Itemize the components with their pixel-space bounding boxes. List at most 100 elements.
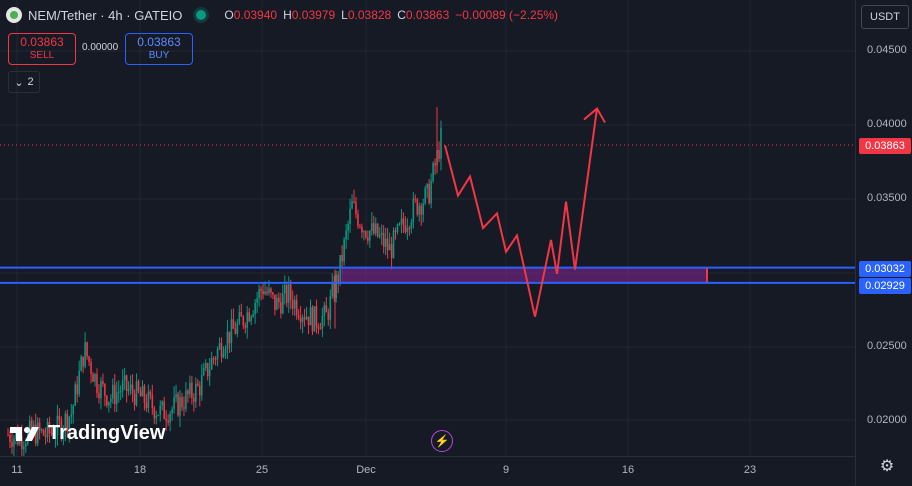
x-tick: 11 <box>11 464 23 476</box>
candle-body <box>68 416 71 431</box>
candle-body <box>86 342 88 357</box>
x-tick: 25 <box>255 464 269 476</box>
candle-body <box>343 239 345 262</box>
candle-body <box>104 384 106 396</box>
candle-body <box>337 274 339 283</box>
ohlc-values: O0.03940 H0.03979 L0.03828 C0.03863 −0.0… <box>224 8 559 22</box>
y-tick: 0.02000 <box>867 414 907 426</box>
candle-body <box>266 291 268 294</box>
candle-body <box>434 163 436 166</box>
candle-body <box>426 183 428 189</box>
candle-body <box>133 393 136 405</box>
gear-icon[interactable]: ⚙ <box>879 458 895 475</box>
candle-body <box>157 415 160 417</box>
chevron-down-icon: ⌄ <box>14 76 24 89</box>
candle-body <box>244 325 247 328</box>
candle-body <box>428 183 430 204</box>
price-chart[interactable] <box>0 0 855 456</box>
candle-body <box>167 420 169 423</box>
sell-button[interactable]: 0.03863 SELL <box>8 33 76 65</box>
candle-body <box>370 223 373 231</box>
candle-body <box>181 397 183 408</box>
candle-body <box>100 381 102 399</box>
candle-body <box>416 199 419 215</box>
indicator-count: 2 <box>27 76 34 88</box>
candle-body <box>76 384 79 395</box>
currency-selector[interactable]: USDT <box>861 5 909 29</box>
candle-body <box>270 288 272 293</box>
candle-body <box>260 288 262 291</box>
candle-body <box>351 201 353 209</box>
level-tag-lower: 0.02929 <box>859 278 911 294</box>
candle-body <box>171 408 173 414</box>
candle-body <box>216 349 219 360</box>
candle-body <box>313 306 316 332</box>
candle-body <box>193 397 195 402</box>
candle-body <box>291 299 294 309</box>
price-axis[interactable]: 0.04500 0.04000 0.03500 0.02500 0.02000 … <box>855 0 912 485</box>
candle-body <box>329 296 332 320</box>
candle-body <box>218 343 221 350</box>
candle-body <box>129 384 132 389</box>
candle-body <box>420 205 423 215</box>
buy-button[interactable]: 0.03863 BUY <box>125 33 193 65</box>
candle-body <box>48 421 51 433</box>
candle-body <box>349 208 351 225</box>
projection-path <box>444 108 598 317</box>
candle-body <box>402 218 405 225</box>
candle-body <box>175 394 177 398</box>
candle-body <box>208 369 211 377</box>
candle-body <box>163 401 165 419</box>
buy-label: BUY <box>148 50 170 61</box>
candle-body <box>299 317 302 323</box>
buy-price: 0.03863 <box>137 35 181 49</box>
time-axis[interactable]: 11 18 25 Dec 9 16 23 <box>0 456 855 486</box>
candle-body <box>404 224 407 232</box>
candle-body <box>386 238 389 251</box>
candle-body <box>406 227 409 232</box>
candle-body <box>246 312 249 328</box>
candle-body <box>357 213 359 226</box>
candle-body <box>374 223 377 234</box>
candle-body <box>307 316 310 326</box>
candle-body <box>268 288 270 294</box>
y-tick: 0.04000 <box>867 118 907 130</box>
candle-body <box>82 356 84 367</box>
x-tick: 23 <box>743 464 757 476</box>
candle-body <box>321 315 324 329</box>
candle-body <box>347 224 349 231</box>
candle-body <box>438 149 440 159</box>
candle-body <box>280 302 282 314</box>
candle-body <box>189 382 191 395</box>
candle-body <box>369 230 371 241</box>
candle-body <box>301 317 304 323</box>
candle-body <box>110 398 112 402</box>
lightning-icon[interactable]: ⚡ <box>431 430 453 452</box>
candle-body <box>66 413 69 431</box>
candle-body <box>72 405 75 415</box>
candle-body <box>165 418 167 421</box>
candle-body <box>183 407 185 409</box>
candle-body <box>131 384 134 394</box>
candle-body <box>155 415 158 419</box>
candle-body <box>293 299 296 309</box>
candle-body <box>137 381 140 391</box>
candle-body <box>125 375 128 391</box>
candle-body <box>96 374 98 394</box>
candle-body <box>361 226 363 233</box>
candle-body <box>432 163 434 181</box>
candle-body <box>88 356 90 362</box>
indicators-collapse-button[interactable]: ⌄ 2 <box>8 71 40 93</box>
candle-body <box>234 328 237 334</box>
candle-body <box>376 223 379 237</box>
symbol-title[interactable]: NEM/Tether · 4h · GATEIO <box>28 7 183 23</box>
last-price-tag: 0.03863 <box>859 138 911 154</box>
candle-body <box>359 225 361 227</box>
candle-body <box>147 391 150 409</box>
candle-body <box>236 323 239 334</box>
candle-body <box>408 227 411 229</box>
candle-body <box>303 317 306 320</box>
candle-body <box>297 315 300 318</box>
candle-body <box>250 316 252 322</box>
candle-body <box>363 231 365 233</box>
